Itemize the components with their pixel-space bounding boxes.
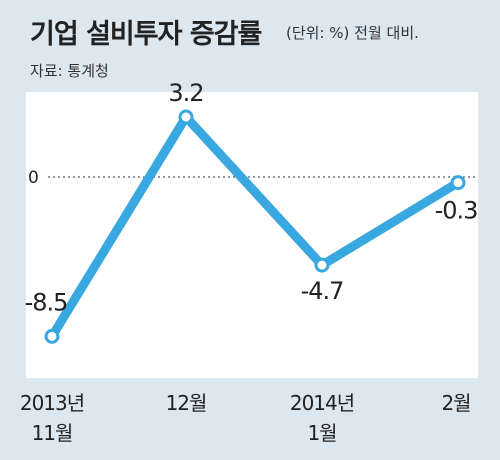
value-label: 3.2 [168,79,203,107]
data-point [44,328,60,344]
x-tick-label-line2: 1월 [307,421,336,445]
plot-area [26,92,478,378]
x-tick-label: 2월 [441,391,470,415]
unit-note: (단위: %) 전월 대비. [286,24,419,42]
value-label: -0.3 [435,197,478,225]
series-line [47,109,463,341]
chart-title: 기업 설비투자 증감률 [30,19,262,50]
x-tick-label: 2014년 [290,391,354,415]
zero-reference-label: 0 [28,168,39,188]
value-label: -4.7 [301,277,344,305]
source-note: 자료: 통계청 [30,62,109,80]
x-tick-label: 12월 [166,391,207,415]
x-tick-label: 2013년 [20,391,84,415]
data-point [314,257,330,273]
data-point [450,175,466,191]
value-label: -8.5 [25,288,68,316]
data-point [178,109,194,125]
x-tick-label-line2: 11월 [32,421,73,445]
